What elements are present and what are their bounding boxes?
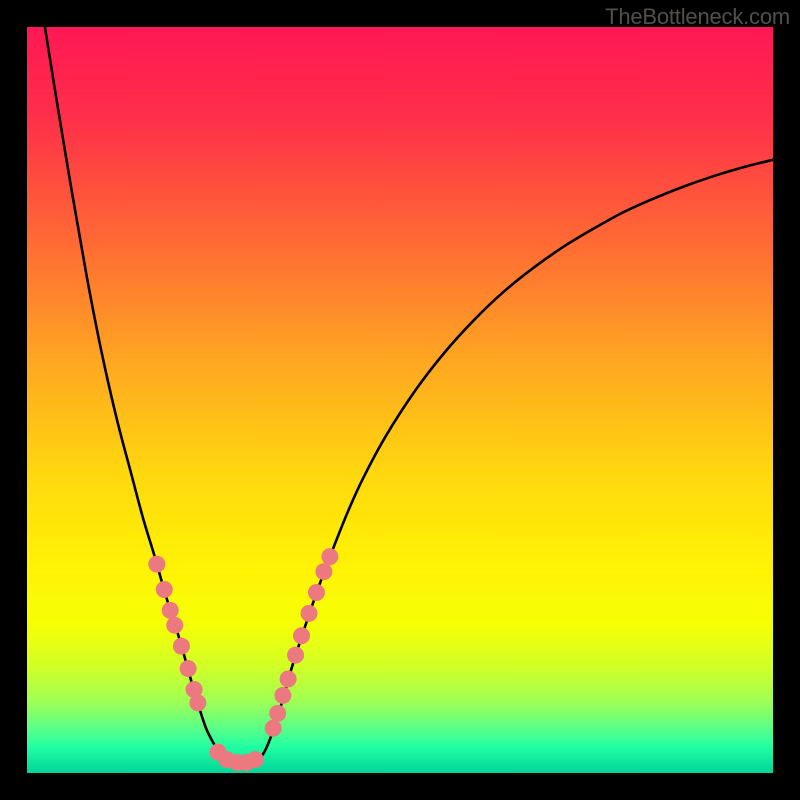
bottleneck-curve-chart — [27, 27, 773, 773]
data-marker — [287, 647, 304, 664]
data-marker — [308, 584, 325, 601]
data-marker — [148, 556, 165, 573]
data-marker — [156, 581, 173, 598]
data-marker — [293, 627, 310, 644]
data-marker — [189, 694, 206, 711]
data-marker — [265, 720, 282, 737]
plot-area — [27, 27, 773, 773]
data-marker — [280, 671, 297, 688]
data-marker — [300, 605, 317, 622]
data-marker — [321, 548, 338, 565]
data-marker — [269, 705, 286, 722]
data-marker — [173, 638, 190, 655]
chart-frame: TheBottleneck.com — [0, 0, 800, 800]
data-marker — [166, 617, 183, 634]
gradient-background — [27, 27, 773, 773]
data-marker — [274, 687, 291, 704]
data-marker — [247, 751, 264, 768]
watermark-text: TheBottleneck.com — [605, 4, 790, 30]
data-marker — [180, 660, 197, 677]
data-marker — [315, 563, 332, 580]
data-marker — [162, 602, 179, 619]
